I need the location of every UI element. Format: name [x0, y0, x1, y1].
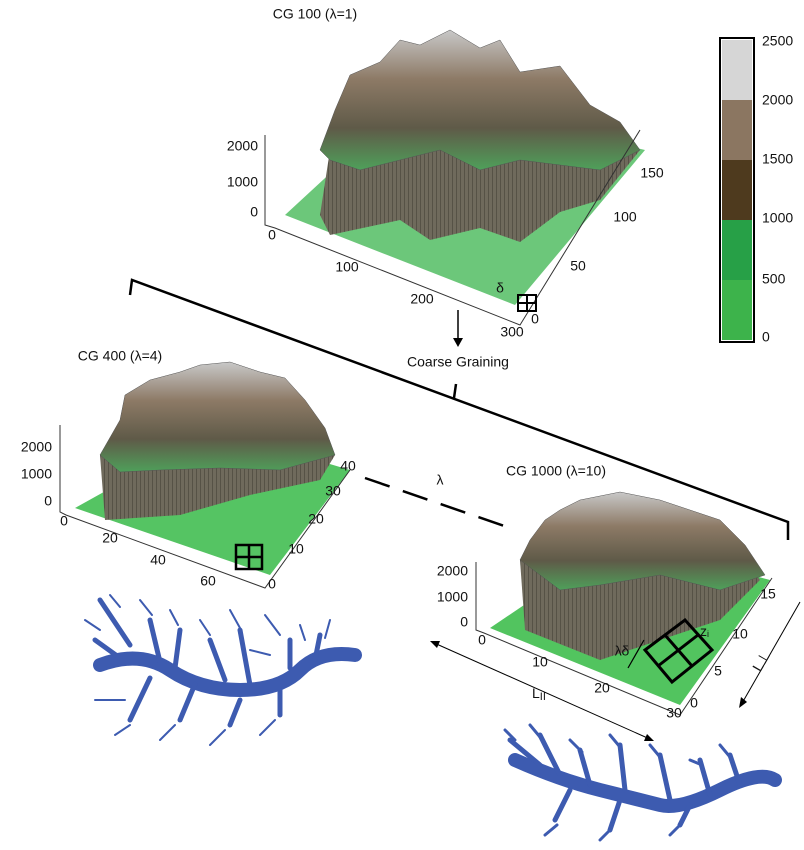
panel-cg1000: CG 1000 (λ=10) 2000 1000 0 0 10 20 30 0 … [430, 463, 801, 741]
panel-title: CG 400 (λ=4) [78, 348, 162, 364]
point-subscript: i [707, 629, 709, 639]
length-parallel-label: LII [532, 685, 546, 703]
z-tick-label: 1000 [227, 174, 258, 190]
y-tick-label: 100 [613, 209, 637, 225]
length-symbol: L [532, 685, 540, 701]
cell-label: δ [496, 280, 504, 296]
x-tick-label: 60 [200, 573, 216, 589]
river-network-fine [503, 723, 782, 842]
panel-cg400: CG 400 (λ=4) 2000 1000 0 0 20 40 60 0 10… [21, 348, 356, 592]
y-tick-label: 10 [288, 541, 304, 557]
panel-title: CG 1000 (λ=10) [506, 463, 606, 479]
y-tick-label: 0 [690, 695, 698, 711]
shape [93, 647, 362, 697]
color-segment [722, 220, 752, 280]
x-tick-label: 0 [478, 632, 486, 648]
x-tick-label: 200 [410, 291, 434, 307]
color-segment [722, 280, 752, 340]
shape [92, 597, 323, 728]
z-tick-label: 0 [460, 614, 468, 630]
x-tick-label: 0 [268, 227, 276, 243]
y-tick-label: 40 [340, 458, 356, 474]
terrain-surface [519, 491, 766, 591]
y-tick-label: 50 [570, 258, 586, 274]
x-tick-label: 0 [60, 513, 68, 529]
x-tick-label: 30 [666, 705, 682, 721]
process-label: Coarse Graining [407, 354, 509, 370]
terrain-surface [99, 361, 336, 473]
y-tick-label: 10 [732, 626, 748, 642]
x-tick-label: 20 [594, 680, 610, 696]
shape [657, 633, 699, 668]
length-perp-label: L⊥ [749, 649, 773, 674]
colorbar-label: 1500 [762, 151, 793, 167]
length-subscript: II [540, 691, 546, 703]
colorbar-label: 0 [762, 329, 770, 345]
panel-cg100: CG 100 (λ=1) 2000 1000 0 0 100 200 300 0… [227, 6, 664, 340]
cell-grid [517, 294, 537, 312]
panel-title: CG 100 (λ=1) [273, 6, 357, 22]
x-tick-label: 300 [500, 324, 524, 340]
cell-grid [234, 543, 264, 571]
length-arrow [740, 601, 801, 706]
color-segment [722, 40, 752, 100]
colorbar-label: 1000 [762, 210, 793, 226]
scale-link [364, 476, 511, 530]
y-tick-label: 30 [325, 483, 341, 499]
color-segment [722, 160, 752, 220]
z-tick-label: 1000 [21, 466, 52, 482]
cell-arrow [627, 639, 645, 669]
shape [503, 723, 732, 842]
y-tick-label: 20 [308, 511, 324, 527]
z-tick-label: 2000 [437, 563, 468, 579]
river-network-coarse [84, 594, 362, 746]
axes [59, 425, 351, 589]
z-tick-label: 2000 [21, 439, 52, 455]
z-tick-label: 1000 [437, 589, 468, 605]
y-tick-label: 150 [640, 165, 664, 181]
point-label: zi [700, 623, 709, 640]
axes [264, 129, 641, 326]
y-tick-label: 5 [714, 663, 722, 679]
bracket [128, 278, 790, 540]
arrow-head [430, 641, 440, 648]
bracket-stem [452, 383, 458, 399]
x-tick-label: 100 [335, 259, 359, 275]
shape [84, 594, 331, 746]
x-tick-label: 10 [532, 654, 548, 670]
colorbar: 2500 2000 1500 1000 500 0 [719, 33, 793, 345]
color-segment [722, 100, 752, 160]
arrow-head [453, 338, 463, 347]
arrow-head [644, 734, 654, 741]
z-tick-label: 0 [250, 204, 258, 220]
colorbar-frame [719, 37, 755, 343]
y-tick-label: 15 [760, 586, 776, 602]
colorbar-label: 500 [762, 271, 786, 287]
cell-grid [642, 617, 715, 685]
scale-label: λ [437, 472, 444, 488]
point-symbol: z [700, 623, 707, 639]
shape [507, 732, 743, 833]
arrow-head [739, 697, 747, 708]
colorbar-label: 2000 [762, 92, 793, 108]
z-tick-label: 2000 [227, 138, 258, 154]
terrain-surface [319, 29, 641, 171]
x-tick-label: 40 [150, 552, 166, 568]
y-tick-label: 0 [268, 576, 276, 592]
z-tick-label: 0 [44, 493, 52, 509]
cell-label: λδ [615, 643, 630, 659]
x-tick-label: 20 [102, 530, 118, 546]
axes [475, 562, 773, 716]
shape [642, 617, 715, 685]
y-tick-label: 0 [531, 311, 539, 327]
colorbar-label: 2500 [762, 33, 793, 49]
length-arrow [431, 641, 653, 741]
